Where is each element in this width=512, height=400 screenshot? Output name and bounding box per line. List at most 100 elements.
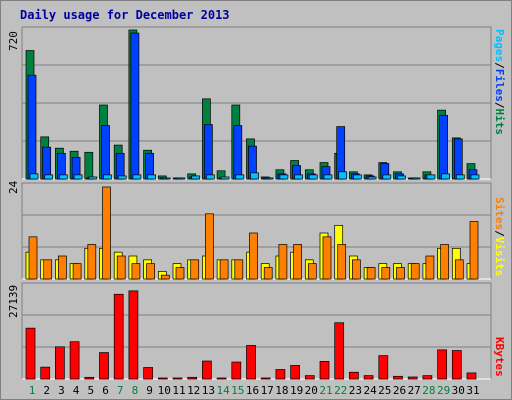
sites-bar: [396, 267, 405, 280]
kbytes-bar: [393, 375, 403, 380]
day-label: 17: [261, 384, 274, 397]
pages-bar: [455, 174, 465, 180]
files-bar: [27, 74, 37, 180]
kbytes-bar: [349, 371, 359, 380]
kbytes-bar: [378, 355, 389, 380]
kbytes-bar: [113, 293, 124, 380]
sites-bar: [205, 213, 214, 280]
pages-bar: [353, 174, 362, 180]
kbytes-max-label: 27139: [7, 284, 20, 318]
legend-mid-item-2: Visits: [493, 236, 506, 277]
kbytes-bar: [128, 290, 139, 380]
pages-bar: [294, 174, 303, 180]
files-bar: [453, 138, 463, 180]
legend-top-item-4: Hits: [493, 108, 506, 136]
pages-bar: [411, 177, 421, 180]
kbytes-bar: [407, 376, 418, 380]
day-label: 21: [319, 384, 332, 397]
kbytes-bar: [260, 377, 271, 380]
day-labels: 1 2 3 4 5 6 7 8 9 10 11 12 13 14 15 16 17 18 19 20 21 22 23 24 2…: [29, 384, 480, 397]
sites-bar: [322, 236, 332, 280]
pages-bar: [308, 174, 318, 180]
day-label: 9: [146, 384, 153, 397]
day-label: 24: [363, 384, 377, 397]
kbytes-bar: [275, 369, 286, 380]
day-label: 6: [102, 384, 109, 397]
kbytes-bar: [84, 376, 95, 380]
pages-bar: [191, 175, 201, 180]
legend-mid-item-1: /: [493, 230, 506, 237]
sites-bar: [234, 259, 244, 280]
kbytes-bar: [25, 327, 36, 380]
day-label: 19: [290, 384, 303, 397]
pages-bar: [29, 173, 39, 180]
files-bar: [233, 125, 243, 180]
kbytes-bar: [451, 350, 462, 380]
kbytes-bar: [172, 377, 183, 380]
sites-bar: [410, 263, 420, 280]
day-label: 11: [172, 384, 185, 397]
pages-bar: [117, 175, 127, 180]
legend-sites-visits: Sites/Visits: [493, 197, 506, 277]
files-bar: [101, 125, 110, 180]
sites-bar: [146, 263, 155, 280]
day-label: 27: [408, 384, 421, 397]
kbytes-bar: [69, 341, 80, 380]
day-label: 23: [349, 384, 362, 397]
legend-pages-files-hits: Pages/Files/Hits: [493, 29, 506, 135]
pages-bar: [73, 174, 83, 180]
sites-bar: [175, 267, 185, 280]
day-label: 4: [73, 384, 80, 397]
kbytes-bar: [334, 322, 345, 380]
kbytes-bar: [437, 349, 447, 380]
sites-bar: [87, 244, 97, 280]
kbytes-bar: [466, 372, 477, 380]
sites-bar: [293, 244, 302, 280]
sites-bar: [131, 263, 141, 280]
day-label: 30: [452, 384, 465, 397]
pages-bar: [220, 176, 230, 180]
pages-bar: [279, 174, 289, 180]
pages-bar: [176, 177, 186, 180]
day-label: 8: [132, 384, 139, 397]
sites-bar: [190, 259, 200, 280]
kbytes-bar: [40, 366, 51, 380]
kbytes-bar: [143, 367, 153, 380]
pages-bar: [397, 175, 406, 180]
pages-bar: [59, 174, 68, 180]
pages-bar: [382, 174, 392, 180]
day-label: 10: [158, 384, 171, 397]
day-label: 13: [202, 384, 215, 397]
sites-bar: [278, 244, 288, 280]
pages-bar: [161, 177, 171, 180]
kbytes-bar: [216, 377, 227, 380]
day-label: 25: [378, 384, 391, 397]
kbytes-bar: [202, 360, 212, 380]
chart-title: Daily usage for December 2013: [20, 8, 230, 22]
legend-mid-item-0: Sites: [493, 197, 506, 231]
day-label: 3: [58, 384, 65, 397]
kbytes-bar: [187, 376, 198, 380]
pages-bar: [426, 174, 436, 180]
day-label: 31: [466, 384, 479, 397]
day-label: 20: [305, 384, 318, 397]
day-label: 16: [246, 384, 259, 397]
kbytes-panel-bg: [22, 283, 491, 379]
sites-bar: [116, 255, 126, 280]
legend-top-item-0: Pages: [493, 29, 506, 63]
pages-bar: [367, 176, 377, 180]
pages-bar: [88, 176, 98, 180]
sites-bar: [440, 244, 449, 280]
sites-bar: [43, 259, 53, 280]
files-bar: [204, 124, 213, 180]
legend-top-item-3: /: [493, 101, 506, 109]
files-bar: [130, 32, 140, 180]
pages-bar: [103, 174, 112, 180]
visits-max-label: 24: [7, 180, 20, 194]
pages-bar: [132, 174, 142, 180]
sites-bar: [352, 259, 361, 280]
kbytes-bar: [290, 365, 300, 380]
pages-bar: [250, 172, 259, 180]
